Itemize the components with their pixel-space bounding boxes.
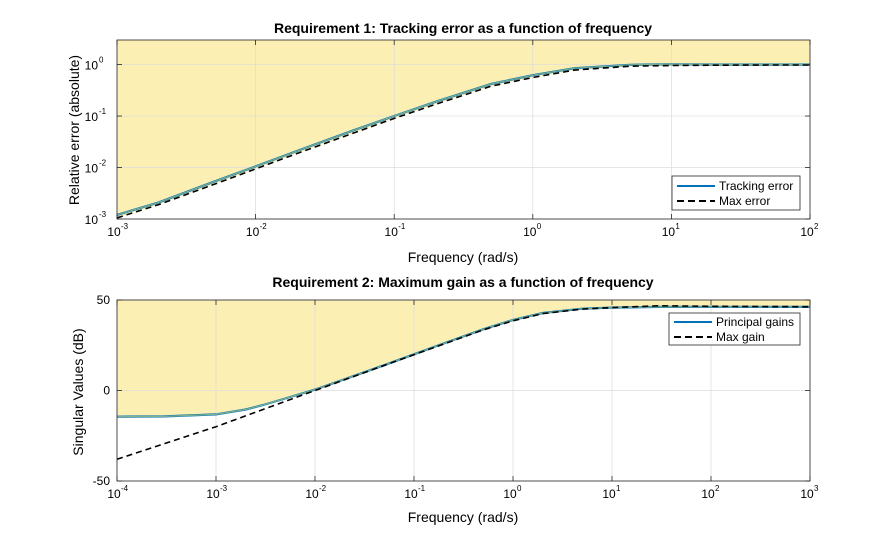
x-tick-base: 10 <box>206 487 220 501</box>
y-tick-label: -50 <box>93 474 111 488</box>
chart-1-feasible-region <box>117 40 810 218</box>
chart-2-legend: Principal gains Max gain <box>668 312 801 346</box>
chart-1-axes-box <box>116 39 811 220</box>
x-tick-label: 10 1 <box>602 484 621 501</box>
x-tick-base: 10 <box>662 225 676 239</box>
legend-label-max-gain: Max gain <box>716 330 765 344</box>
y-tick-exponent: -3 <box>99 210 107 219</box>
y-tick-base: 10 <box>85 213 99 227</box>
chart-1-x-axis-label: Frequency (rad/s) <box>408 249 518 265</box>
y-tick-exponent: 0 <box>99 56 104 65</box>
chart-2-title: Requirement 2: Maximum gain as a functio… <box>272 274 653 290</box>
x-tick-base: 10 <box>107 225 121 239</box>
x-tick-exponent: 0 <box>517 484 522 493</box>
x-tick-exponent: 2 <box>715 484 720 493</box>
x-tick-label: 10 -1 <box>385 222 406 239</box>
x-tick-base: 10 <box>246 225 260 239</box>
y-tick-value: 0 <box>103 384 110 398</box>
chart-2-legend-box <box>668 312 801 346</box>
chart-2-x-axis-label: Frequency (rad/s) <box>408 509 518 525</box>
x-tick-label: 10 -2 <box>246 222 267 239</box>
x-tick-label: 10 -2 <box>305 484 326 501</box>
x-tick-label: 10 -3 <box>107 222 128 239</box>
shaded-region <box>117 40 810 218</box>
legend-label-max-error: Max error <box>719 194 770 208</box>
x-tick-exponent: -4 <box>121 484 129 493</box>
x-tick-label: 10 1 <box>662 222 681 239</box>
x-tick-label: 10 2 <box>800 222 819 239</box>
chart-1-y-axis-label: Relative error (absolute) <box>66 55 82 205</box>
x-tick-base: 10 <box>800 225 814 239</box>
x-tick-base: 10 <box>404 487 418 501</box>
x-tick-label: 10 -4 <box>107 484 128 501</box>
chart-1-title: Requirement 1: Tracking error as a funct… <box>274 20 652 36</box>
x-tick-exponent: -2 <box>260 222 268 231</box>
series-line-max-gain <box>116 304 811 461</box>
y-tick-label: 0 <box>103 384 110 398</box>
y-tick-exponent: -2 <box>99 159 107 168</box>
x-tick-exponent: 0 <box>537 222 542 231</box>
chart-2-series <box>116 304 811 461</box>
y-tick-label: 10 0 <box>85 56 104 73</box>
chart-1-x-tick-labels: 10 -3 10 -2 10 -1 10 0 10 1 10 2 <box>107 222 819 239</box>
y-tick-label: 50 <box>97 293 111 307</box>
x-tick-exponent: -3 <box>220 484 228 493</box>
chart-2-tick-marks <box>116 299 811 482</box>
chart-1-legend-box <box>671 175 801 211</box>
x-tick-exponent: -2 <box>319 484 327 493</box>
x-tick-label: 10 0 <box>503 484 522 501</box>
y-tick-base: 10 <box>85 110 99 124</box>
x-tick-base: 10 <box>385 225 399 239</box>
x-tick-base: 10 <box>701 487 715 501</box>
series-line-max-error <box>116 64 810 219</box>
x-tick-exponent: 3 <box>814 484 819 493</box>
x-tick-exponent: 1 <box>616 484 621 493</box>
x-tick-label: 10 -3 <box>206 484 227 501</box>
chart-2-y-tick-labels: -50 0 50 <box>93 293 111 488</box>
chart-1-series <box>116 63 810 219</box>
x-tick-base: 10 <box>523 225 537 239</box>
y-tick-label: 10 -2 <box>85 159 107 176</box>
y-tick-base: 10 <box>85 59 99 73</box>
y-tick-value: 50 <box>97 293 111 307</box>
legend-label-principal-gains: Principal gains <box>716 315 794 329</box>
x-tick-label: 10 2 <box>701 484 720 501</box>
chart-2-y-axis-label: Singular Values (dB) <box>70 328 86 455</box>
x-tick-exponent: -1 <box>398 222 406 231</box>
shaded-region <box>117 300 810 417</box>
y-tick-exponent: -1 <box>99 107 107 116</box>
x-tick-exponent: -1 <box>418 484 426 493</box>
legend-label-tracking-error: Tracking error <box>719 179 793 193</box>
x-tick-base: 10 <box>800 487 814 501</box>
x-tick-exponent: 2 <box>814 222 819 231</box>
y-tick-label: 10 -1 <box>85 107 107 124</box>
x-tick-label: 10 3 <box>800 484 819 501</box>
chart-1-tick-marks <box>116 40 811 220</box>
x-tick-base: 10 <box>602 487 616 501</box>
y-tick-base: 10 <box>85 162 99 176</box>
chart-2-feasible-region <box>117 300 810 417</box>
chart-1-legend: Tracking error Max error <box>671 175 801 211</box>
x-tick-base: 10 <box>305 487 319 501</box>
x-tick-label: 10 -1 <box>404 484 425 501</box>
x-tick-base: 10 <box>503 487 517 501</box>
x-tick-base: 10 <box>107 487 121 501</box>
y-tick-value: -50 <box>93 474 111 488</box>
x-tick-label: 10 0 <box>523 222 542 239</box>
x-tick-exponent: -3 <box>121 222 129 231</box>
chart-2-x-tick-labels: 10 -4 10 -3 10 -2 10 -1 10 0 10 1 10 2 10 3 <box>107 484 819 501</box>
y-tick-label: 10 -3 <box>85 210 107 227</box>
series-overlay-tracking-error <box>116 63 810 216</box>
x-tick-exponent: 1 <box>675 222 680 231</box>
